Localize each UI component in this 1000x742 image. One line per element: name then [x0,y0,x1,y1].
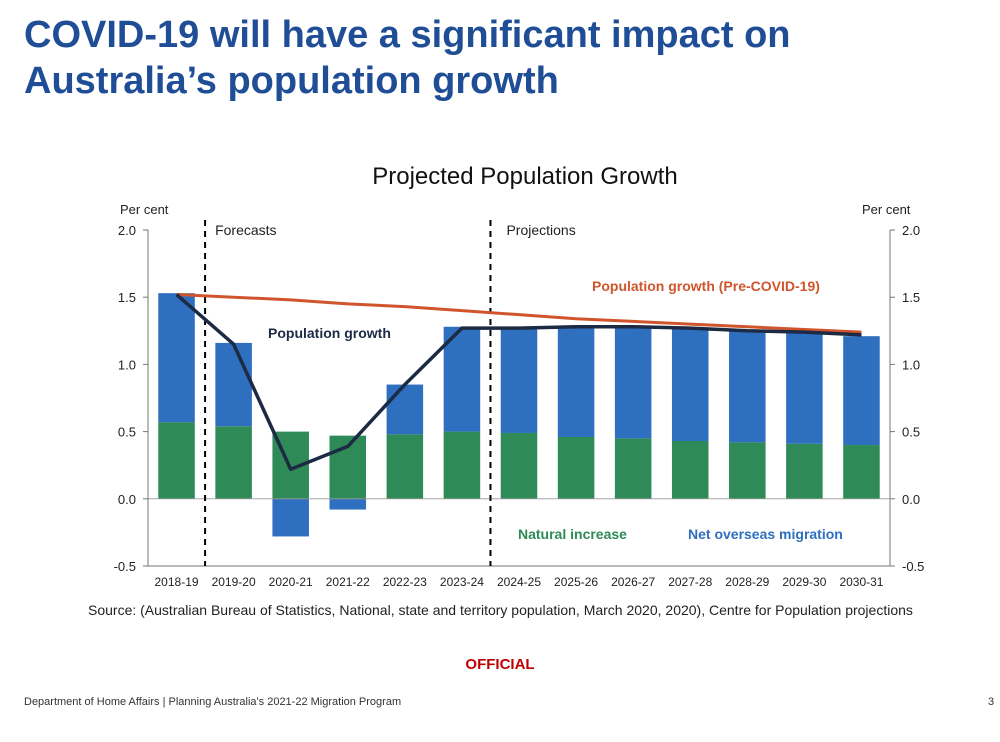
right-tick-label: 0.5 [902,425,920,440]
forecasts-label: Forecasts [215,222,276,238]
right-tick-label: 1.0 [902,357,920,372]
left-tick-label: 0.5 [118,425,136,440]
population-growth-label: Population growth [268,325,391,341]
bar-net-overseas-migration [272,498,309,537]
x-tick-label: 2030-31 [839,575,883,589]
x-tick-label: 2021-22 [326,575,370,589]
x-tick-label: 2024-25 [497,575,541,589]
bar-net-overseas-migration [329,498,367,510]
left-tick-label: 2.0 [118,223,136,238]
bar-natural-increase [786,443,823,499]
left-tick-label: 1.0 [118,357,136,372]
left-tick-label: 0.0 [118,492,136,507]
bar-net-overseas-migration [158,293,195,423]
right-tick-label: 0.0 [902,492,920,507]
slide-title: COVID-19 will have a significant impact … [24,12,974,104]
bar-net-overseas-migration [843,336,880,446]
right-axis-unit: Per cent [862,202,911,217]
x-tick-label: 2018-19 [155,575,199,589]
bar-net-overseas-migration [215,342,252,427]
natural-increase-label: Natural increase [518,526,627,542]
right-tick-label: 1.5 [902,290,920,305]
footer-text: Department of Home Affairs | Planning Au… [24,696,402,708]
bar-natural-increase [671,441,709,499]
x-tick-label: 2020-21 [269,575,313,589]
bar-net-overseas-migration [500,329,538,433]
bar-net-overseas-migration [557,326,595,437]
pre-covid-label: Population growth (Pre-COVID-19) [592,278,820,294]
net-overseas-migration-label: Net overseas migration [688,526,843,542]
x-tick-label: 2023-24 [440,575,484,589]
bar-net-overseas-migration [786,332,823,444]
x-tick-label: 2029-30 [782,575,826,589]
bar-natural-increase [500,432,538,499]
page-number: 3 [988,696,995,708]
bar-natural-increase [215,426,252,499]
source-note: Source: (Australian Bureau of Statistics… [88,602,913,618]
left-axis-unit: Per cent [120,202,169,217]
bar-natural-increase [614,438,652,499]
pre-covid-growth-line [176,293,862,334]
x-tick-label: 2028-29 [725,575,769,589]
official-marking: OFFICIAL [465,656,535,673]
chart-title: Projected Population Growth [372,163,678,190]
projections-label: Projections [506,222,575,238]
bar-net-overseas-migration [386,384,424,435]
bar-natural-increase [443,431,481,499]
bar-natural-increase [386,434,424,499]
x-tick-label: 2022-23 [383,575,427,589]
bar-net-overseas-migration [443,326,481,432]
left-tick-label: 1.5 [118,290,136,305]
bar-net-overseas-migration [729,330,766,443]
x-tick-label: 2019-20 [212,575,256,589]
x-tick-label: 2027-28 [668,575,712,589]
bar-net-overseas-migration [671,328,709,442]
right-tick-label: 2.0 [902,223,920,238]
bar-natural-increase [557,436,595,499]
x-tick-label: 2025-26 [554,575,598,589]
slide-title-line1: COVID-19 will have a significant impact … [24,14,791,56]
x-tick-label: 2026-27 [611,575,655,589]
slide-title-line2: Australia’s population growth [24,60,559,102]
left-tick-label: -0.5 [114,559,136,574]
population-growth-line [175,293,862,471]
bar-natural-increase [158,422,195,499]
bar-net-overseas-migration [614,326,652,439]
right-tick-label: -0.5 [902,559,924,574]
bar-natural-increase [843,445,880,499]
bar-natural-increase [729,442,766,499]
